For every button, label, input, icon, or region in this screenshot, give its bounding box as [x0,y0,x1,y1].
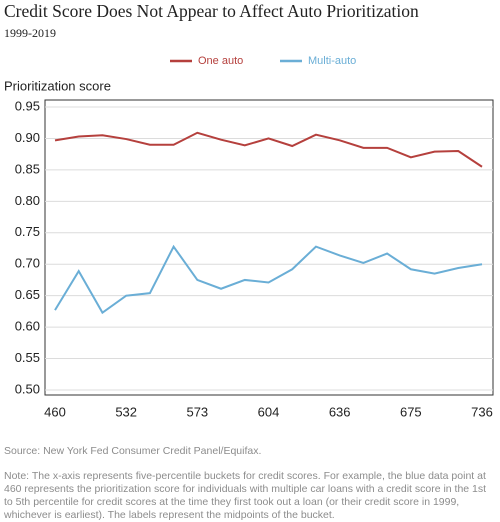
y-tick-label: 0.75 [15,224,40,239]
x-tick-label: 636 [329,404,351,419]
chart-title: Credit Score Does Not Appear to Affect A… [4,1,419,21]
source: Source: New York Fed Consumer Credit Pan… [4,445,262,457]
note: Note: The x-axis represents five-percent… [4,470,487,521]
y-tick-label: 0.70 [15,256,40,271]
x-tick-label: 460 [44,404,66,419]
y-tick-label: 0.55 [15,350,40,365]
y-tick-label: 0.90 [15,130,40,145]
x-tick-label: 736 [471,404,493,419]
chart-subtitle: 1999-2019 [4,26,56,40]
x-tick-label: 573 [186,404,208,419]
y-tick-label: 0.60 [15,319,40,334]
y-tick-label: 0.80 [15,193,40,208]
x-tick-label: 604 [258,404,280,419]
y-tick-label: 0.85 [15,161,40,176]
series-line [54,244,483,315]
y-axis-label: Prioritization score [4,78,111,93]
plot-frame [44,99,494,396]
y-tick-label: 0.65 [15,287,40,302]
x-tick-label: 675 [400,404,422,419]
legend-label: One auto [198,55,243,67]
y-tick-label: 0.50 [15,381,40,396]
x-tick-label: 532 [115,404,137,419]
y-tick-label: 0.95 [15,98,40,113]
legend-label: Multi-auto [308,55,356,67]
series-line [54,131,483,168]
chart: Credit Score Does Not Appear to Affect A… [4,1,494,419]
